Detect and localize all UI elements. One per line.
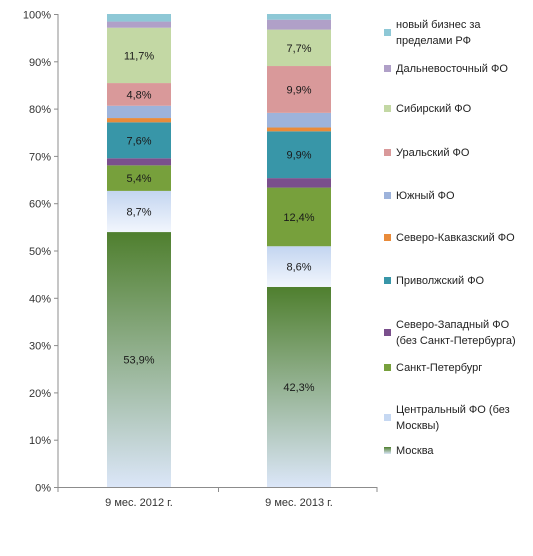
y-tick-label: 10%	[29, 435, 51, 447]
y-tick-label: 40%	[29, 293, 51, 305]
bar-segment	[107, 83, 171, 106]
bar-segment	[267, 286, 331, 487]
legend-label: Санкт-Петербург	[396, 362, 482, 374]
legend-label: Сибирский ФО	[396, 103, 472, 115]
legend-label: Южный ФО	[396, 190, 455, 202]
legend-swatch	[384, 192, 391, 199]
data-label: 7,7%	[286, 43, 311, 55]
bar-segment	[107, 190, 171, 233]
data-label: 5,4%	[126, 173, 151, 185]
legend-label: (без Санкт-Петербурга)	[396, 335, 516, 347]
bar-segment	[267, 127, 331, 132]
data-label: 42,3%	[283, 382, 314, 394]
bar-segment	[107, 14, 171, 22]
legend-label: Приволжский ФО	[396, 275, 485, 287]
bar-segment	[267, 178, 331, 188]
bar-segment	[267, 29, 331, 67]
bar-segment	[107, 118, 171, 123]
y-tick-label: 70%	[29, 151, 51, 163]
legend-swatch	[384, 329, 391, 336]
legend-label: пределами РФ	[396, 35, 471, 47]
legend-swatch	[384, 65, 391, 72]
data-label: 11,7%	[124, 50, 155, 62]
bar-segment	[267, 112, 331, 128]
legend-swatch	[384, 105, 391, 112]
legend-label: Москва	[396, 445, 434, 457]
bar-segment	[267, 246, 331, 287]
data-label: 4,8%	[126, 89, 151, 101]
legend: новый бизнес за пределами РФ Дальневосточн…	[384, 19, 516, 457]
data-label: 9,9%	[286, 150, 311, 162]
bar-segment	[107, 158, 171, 166]
legend-label: Москвы)	[396, 420, 439, 432]
bar-segment	[107, 105, 171, 119]
bar-segment	[107, 21, 171, 28]
data-label: 53,9%	[123, 355, 154, 367]
bars	[107, 14, 331, 487]
bar-segment	[267, 19, 331, 30]
bar-segment	[267, 131, 331, 179]
data-label: 8,6%	[286, 262, 311, 274]
legend-swatch	[384, 277, 391, 284]
legend-label: Дальневосточный ФО	[396, 63, 508, 75]
bar-segment	[267, 66, 331, 113]
legend-swatch	[384, 149, 391, 156]
axes: 0% 10% 20% 30% 40% 50% 60% 70% 80% 90% 100% 9 мес. …	[23, 10, 378, 509]
legend-swatch	[384, 447, 391, 454]
data-label: 7,6%	[126, 135, 151, 147]
data-label: 9,9%	[286, 84, 311, 96]
y-tick-label: 30%	[29, 341, 51, 353]
legend-label: Северо-Западный ФО	[396, 319, 510, 331]
data-label: 8,7%	[126, 206, 151, 218]
y-tick-label: 90%	[29, 57, 51, 69]
data-label: 12,4%	[283, 212, 314, 224]
x-category-label: 9 мес. 2012 г.	[105, 497, 173, 509]
bar-segment	[107, 122, 171, 159]
y-tick-label: 60%	[29, 199, 51, 211]
legend-swatch	[384, 364, 391, 371]
bar-segment	[267, 187, 331, 247]
x-category-label: 9 мес. 2013 г.	[265, 497, 333, 509]
bar-segment	[107, 27, 171, 84]
data-labels: 53,9% 8,7% 5,4% 7,6% 4,8% 11,7% 42,3% 8,6% 12,4%…	[123, 43, 314, 394]
bar-segment	[267, 14, 331, 20]
legend-swatch	[384, 29, 391, 36]
legend-label: Уральский ФО	[396, 147, 470, 159]
bar-segment	[107, 165, 171, 191]
y-tick-label: 20%	[29, 388, 51, 400]
y-tick-label: 80%	[29, 104, 51, 116]
bar-segment	[107, 232, 171, 487]
legend-label: Северо-Кавказский ФО	[396, 232, 515, 244]
legend-swatch	[384, 234, 391, 241]
legend-swatch	[384, 414, 391, 421]
legend-label: Центральный ФО (без	[396, 404, 510, 416]
legend-label: новый бизнес за	[396, 19, 481, 31]
y-tick-label: 50%	[29, 246, 51, 258]
y-tick-label: 0%	[35, 483, 51, 495]
y-tick-label: 100%	[23, 10, 51, 22]
